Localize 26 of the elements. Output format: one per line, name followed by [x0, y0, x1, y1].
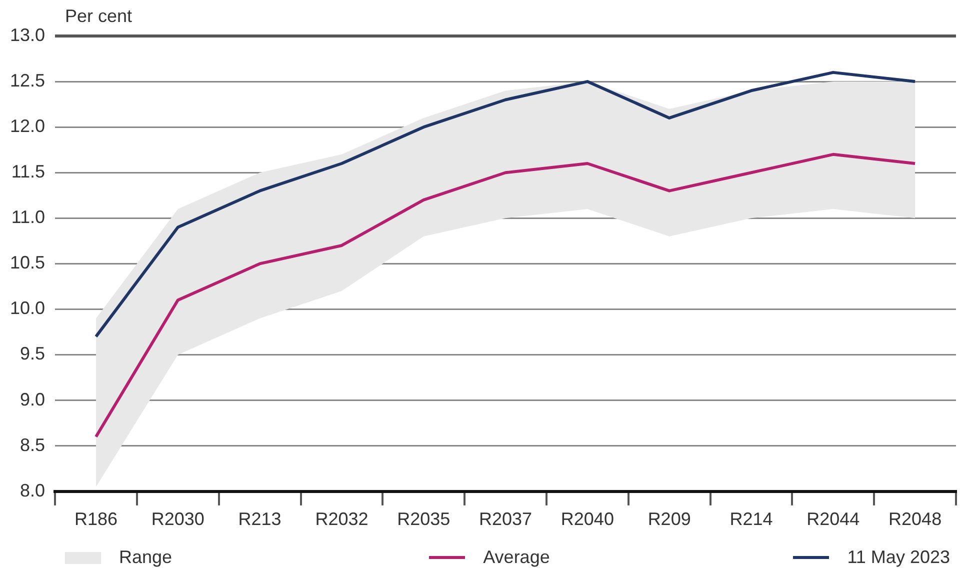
y-tick-label: 10.0 [10, 298, 46, 318]
y-axis-title: Per cent [65, 6, 132, 27]
x-tick-label: R2032 [315, 509, 368, 530]
x-tick-label: R2035 [397, 509, 450, 530]
x-tick-label: R213 [238, 509, 282, 530]
legend-label: 11 May 2023 [847, 547, 950, 568]
x-tick-label: R214 [730, 509, 773, 530]
y-tick-label: 11.5 [11, 162, 46, 182]
y-tick-label: 12.5 [10, 70, 46, 91]
y-tick-label: 10.5 [10, 252, 46, 273]
y-tick-label: 8.0 [20, 480, 46, 500]
y-tick-label: 11.0 [11, 207, 46, 228]
y-tick-label: 13.0 [10, 24, 46, 45]
x-tick-label: R2040 [560, 509, 614, 530]
legend-label: Average [483, 547, 550, 568]
x-tick-label: R2030 [151, 509, 204, 530]
x-tick-label: R2037 [478, 509, 532, 530]
y-tick-label: 9.0 [20, 389, 46, 410]
x-tick-label: R2044 [806, 509, 860, 530]
legend-label: Range [119, 547, 172, 568]
y-tick-label: 12.0 [10, 116, 46, 136]
x-tick-label: R2048 [888, 509, 942, 530]
y-tick-label: 9.5 [20, 344, 46, 364]
x-tick-label: R186 [74, 509, 118, 530]
y-tick-label: 8.5 [20, 434, 46, 455]
x-tick-label: R209 [648, 509, 691, 530]
